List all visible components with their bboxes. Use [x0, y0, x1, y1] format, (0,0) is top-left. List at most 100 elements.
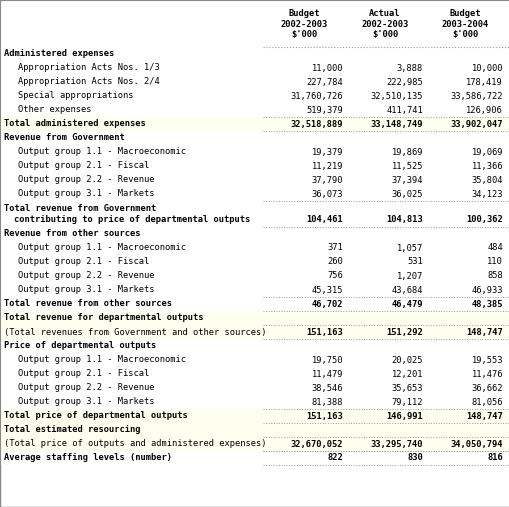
- Bar: [0, 89, 509, 103]
- Bar: [0, 103, 509, 117]
- Text: 36,073: 36,073: [311, 190, 343, 199]
- Bar: [0, 381, 509, 395]
- Bar: [0, 395, 509, 409]
- Text: Total revenue from other sources: Total revenue from other sources: [4, 300, 172, 308]
- Bar: [0, 187, 509, 201]
- Text: 81,388: 81,388: [311, 397, 343, 407]
- Text: Total estimated resourcing: Total estimated resourcing: [4, 425, 140, 434]
- Bar: [0, 325, 509, 339]
- Text: 46,479: 46,479: [391, 300, 422, 308]
- Text: $'000: $'000: [290, 30, 317, 39]
- Text: Revenue from Government: Revenue from Government: [4, 133, 125, 142]
- Bar: [0, 75, 509, 89]
- Text: 19,750: 19,750: [311, 355, 343, 365]
- Text: 33,295,740: 33,295,740: [370, 440, 422, 449]
- Text: Output group 2.2 - Revenue: Output group 2.2 - Revenue: [18, 383, 154, 392]
- Text: Output group 2.1 - Fiscal: Output group 2.1 - Fiscal: [18, 258, 149, 267]
- Text: 12,201: 12,201: [391, 370, 422, 379]
- Text: $'000: $'000: [451, 30, 477, 39]
- Text: 756: 756: [327, 272, 343, 280]
- Text: 20,025: 20,025: [391, 355, 422, 365]
- Text: Output group 2.1 - Fiscal: Output group 2.1 - Fiscal: [18, 370, 149, 379]
- Text: 19,379: 19,379: [311, 148, 343, 157]
- Text: 260: 260: [327, 258, 343, 267]
- Text: Actual: Actual: [369, 9, 400, 18]
- Bar: [0, 367, 509, 381]
- Bar: [0, 47, 509, 61]
- Bar: [0, 117, 509, 131]
- Text: 79,112: 79,112: [391, 397, 422, 407]
- Text: 411,741: 411,741: [385, 105, 422, 115]
- Text: Output group 2.2 - Revenue: Output group 2.2 - Revenue: [18, 272, 154, 280]
- Text: Total price of departmental outputs: Total price of departmental outputs: [4, 412, 187, 420]
- Text: 33,902,047: 33,902,047: [449, 120, 502, 128]
- Text: Total revenue from Government: Total revenue from Government: [4, 204, 156, 213]
- Text: 31,760,726: 31,760,726: [290, 91, 343, 100]
- Text: 34,123: 34,123: [471, 190, 502, 199]
- Text: Output group 2.2 - Revenue: Output group 2.2 - Revenue: [18, 175, 154, 185]
- Text: 222,985: 222,985: [385, 78, 422, 87]
- Bar: [0, 353, 509, 367]
- Text: 151,292: 151,292: [385, 328, 422, 337]
- Text: Budget: Budget: [448, 9, 480, 18]
- Text: 36,662: 36,662: [471, 383, 502, 392]
- Text: 2002-2003: 2002-2003: [361, 20, 408, 29]
- Text: 126,906: 126,906: [465, 105, 502, 115]
- Text: 816: 816: [486, 453, 502, 462]
- Text: 11,000: 11,000: [311, 63, 343, 73]
- Text: Total revenue for departmental outputs: Total revenue for departmental outputs: [4, 313, 203, 322]
- Bar: [0, 241, 509, 255]
- Text: Price of departmental outputs: Price of departmental outputs: [4, 342, 156, 350]
- Text: 148,747: 148,747: [465, 412, 502, 420]
- Text: 11,366: 11,366: [471, 162, 502, 170]
- Text: 371: 371: [327, 243, 343, 252]
- Bar: [0, 297, 509, 311]
- Text: (Total revenues from Government and other sources): (Total revenues from Government and othe…: [4, 328, 266, 337]
- Text: 46,702: 46,702: [311, 300, 343, 308]
- Bar: [0, 409, 509, 423]
- Text: 19,069: 19,069: [471, 148, 502, 157]
- Text: 148,747: 148,747: [465, 328, 502, 337]
- Text: Output group 3.1 - Markets: Output group 3.1 - Markets: [18, 285, 154, 295]
- Bar: [0, 0, 509, 47]
- Text: 104,813: 104,813: [385, 215, 422, 224]
- Text: Output group 1.1 - Macroeconomic: Output group 1.1 - Macroeconomic: [18, 243, 186, 252]
- Text: $'000: $'000: [371, 30, 398, 39]
- Text: 3,888: 3,888: [396, 63, 422, 73]
- Text: contributing to price of departmental outputs: contributing to price of departmental ou…: [14, 215, 250, 224]
- Text: 33,148,749: 33,148,749: [370, 120, 422, 128]
- Text: 178,419: 178,419: [465, 78, 502, 87]
- Text: 11,479: 11,479: [311, 370, 343, 379]
- Text: 32,510,135: 32,510,135: [370, 91, 422, 100]
- Text: 146,991: 146,991: [385, 412, 422, 420]
- Text: 35,653: 35,653: [391, 383, 422, 392]
- Text: 11,219: 11,219: [311, 162, 343, 170]
- Text: 11,476: 11,476: [471, 370, 502, 379]
- Text: 10,000: 10,000: [471, 63, 502, 73]
- Bar: [0, 145, 509, 159]
- Text: Appropriation Acts Nos. 2/4: Appropriation Acts Nos. 2/4: [18, 78, 159, 87]
- Text: 858: 858: [486, 272, 502, 280]
- Bar: [0, 201, 509, 227]
- Text: 32,518,889: 32,518,889: [290, 120, 343, 128]
- Bar: [0, 227, 509, 241]
- Bar: [0, 159, 509, 173]
- Text: 11,525: 11,525: [391, 162, 422, 170]
- Text: Output group 1.1 - Macroeconomic: Output group 1.1 - Macroeconomic: [18, 355, 186, 365]
- Text: (Total price of outputs and administered expenses): (Total price of outputs and administered…: [4, 440, 266, 449]
- Text: Output group 3.1 - Markets: Output group 3.1 - Markets: [18, 190, 154, 199]
- Text: 519,379: 519,379: [305, 105, 343, 115]
- Bar: [0, 437, 509, 451]
- Bar: [0, 61, 509, 75]
- Text: Administered expenses: Administered expenses: [4, 50, 114, 58]
- Text: 37,394: 37,394: [391, 175, 422, 185]
- Bar: [0, 131, 509, 145]
- Text: 100,362: 100,362: [465, 215, 502, 224]
- Text: 227,784: 227,784: [305, 78, 343, 87]
- Text: Average staffing levels (number): Average staffing levels (number): [4, 453, 172, 462]
- Text: 36,025: 36,025: [391, 190, 422, 199]
- Text: 110: 110: [486, 258, 502, 267]
- Text: 33,586,722: 33,586,722: [449, 91, 502, 100]
- Text: Appropriation Acts Nos. 1/3: Appropriation Acts Nos. 1/3: [18, 63, 159, 73]
- Text: 35,804: 35,804: [471, 175, 502, 185]
